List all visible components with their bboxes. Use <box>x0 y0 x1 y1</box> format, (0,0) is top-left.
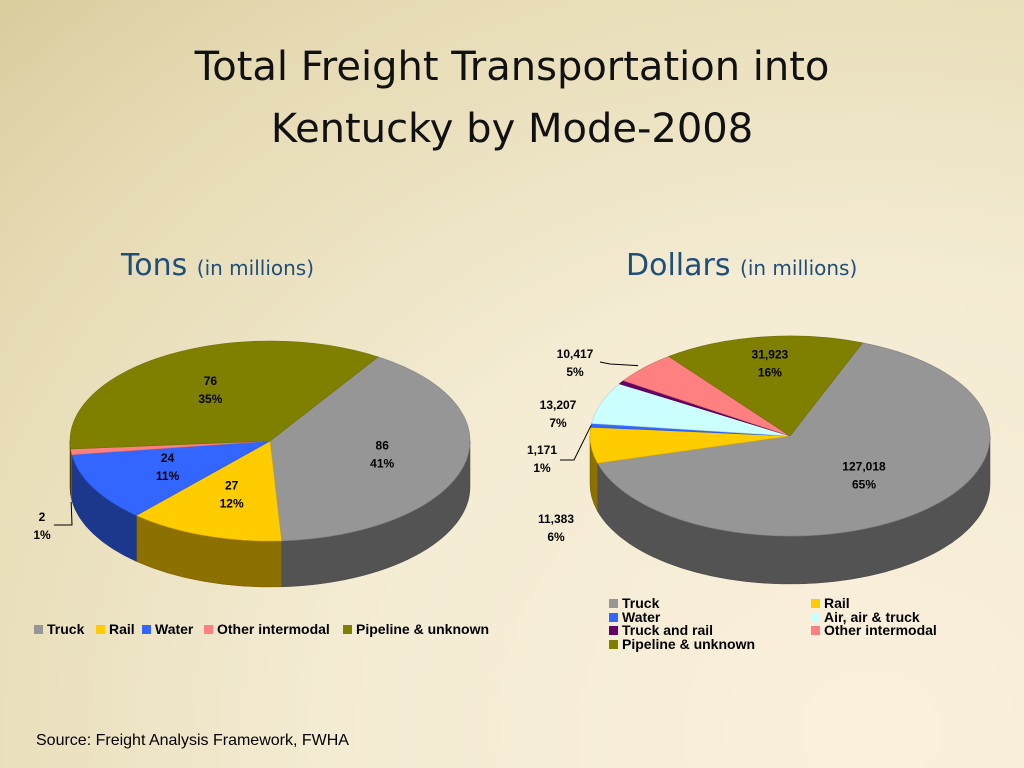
tons-legend-label-rail: Rail <box>109 621 135 637</box>
tons-legend-swatch-truck <box>34 625 43 634</box>
dollars-percent-label-truck: 65% <box>852 478 876 492</box>
tons-value-label-water: 24 <box>161 451 175 465</box>
tons-legend-label-pipeline-and-unknown: Pipeline & unknown <box>356 621 489 637</box>
tons-slice-water <box>71 440 271 516</box>
dollars-legend-swatch-truck-and-rail <box>609 626 618 635</box>
tons-pie <box>69 340 471 588</box>
page-title: Total Freight Transportation into Kentuck… <box>194 44 830 152</box>
tons-percent-label-pipeline-and-unknown: 35% <box>198 392 222 406</box>
source-note: Source: Freight Analysis Framework, FWHA <box>36 732 349 749</box>
dollars-legend-swatch-truck <box>609 599 618 608</box>
dollars-legend-label-truck-and-rail: Truck and rail <box>622 622 713 638</box>
dollars-leader-line-other-intermodal <box>599 361 639 367</box>
dollars-leader-line-water <box>560 425 592 461</box>
dollars-legend-label-truck: Truck <box>622 595 660 611</box>
dollars-value-label-other-intermodal: 10,417 <box>557 347 594 361</box>
tons-percent-label-rail: 12% <box>220 497 244 511</box>
dollars-legend-label-other-intermodal: Other intermodal <box>824 622 937 638</box>
dollars-percent-label-other-intermodal: 5% <box>566 365 584 379</box>
dollars-percent-label-air-air-and-truck: 7% <box>549 416 567 430</box>
dollars-percent-label-rail: 6% <box>547 530 565 544</box>
tons-legend-swatch-rail <box>96 625 105 634</box>
tons-percent-label-water: 11% <box>156 469 180 483</box>
dollars-percent-label-pipeline-and-unknown: 16% <box>758 366 782 380</box>
dollars-value-label-pipeline-and-unknown: 31,923 <box>752 348 789 362</box>
dollars-unit-text: (in millions) <box>740 256 858 280</box>
dollars-legend-swatch-water <box>609 613 618 622</box>
dollars-legend-swatch-rail <box>811 599 820 608</box>
tons-legend-label-truck: Truck <box>47 621 85 637</box>
tons-legend-swatch-other-intermodal <box>204 625 213 634</box>
dollars-legend-swatch-pipeline-and-unknown <box>609 640 618 649</box>
tons-value-label-truck: 86 <box>376 439 390 453</box>
dollars-legend-label-pipeline-and-unknown: Pipeline & unknown <box>622 636 755 652</box>
dollars-legend-swatch-other-intermodal <box>811 626 820 635</box>
dollars-slice-truck <box>597 342 991 537</box>
tons-value-label-rail: 27 <box>225 479 239 493</box>
dollars-value-label-truck: 127,018 <box>842 460 886 474</box>
dollars-chart-title: Dollars (in millions) <box>626 248 857 283</box>
tons-slice-truck <box>269 356 471 542</box>
tons-legend-swatch-water <box>142 625 151 634</box>
tons-percent-label-truck: 41% <box>370 457 394 471</box>
tons-slice-pipeline-and-unknown <box>69 340 379 450</box>
tons-legend-label-water: Water <box>155 621 194 637</box>
tons-percent-label-other-intermodal: 1% <box>33 528 51 542</box>
tons-value-label-pipeline-and-unknown: 76 <box>204 374 218 388</box>
dollars-title-text: Dollars <box>626 248 731 283</box>
dollars-value-label-water: 1,171 <box>527 443 557 457</box>
dollars-slice-pipeline-and-unknown <box>668 335 864 437</box>
tons-title-text: Tons <box>121 248 188 283</box>
dollars-value-label-air-air-and-truck: 13,207 <box>540 398 577 412</box>
tons-value-label-other-intermodal: 2 <box>39 510 46 524</box>
dollars-value-label-rail: 11,383 <box>538 512 574 526</box>
tons-slice-rail <box>135 440 282 542</box>
dollars-pie <box>589 335 991 585</box>
dollars-legend-label-air-air-and-truck: Air, air & truck <box>824 609 920 625</box>
tons-unit-text: (in millions) <box>196 256 315 280</box>
dollars-percent-label-water: 1% <box>533 461 551 475</box>
dollars-legend-label-water: Water <box>622 609 661 625</box>
tons-leader-line-other-intermodal <box>54 501 73 526</box>
dollars-legend-label-rail: Rail <box>824 595 850 611</box>
tons-chart-title: Tons (in millions) <box>121 248 314 283</box>
tons-legend-swatch-pipeline-and-unknown <box>343 625 352 634</box>
tons-legend-label-other-intermodal: Other intermodal <box>217 621 330 637</box>
dollars-legend-swatch-air-air-and-truck <box>811 613 820 622</box>
